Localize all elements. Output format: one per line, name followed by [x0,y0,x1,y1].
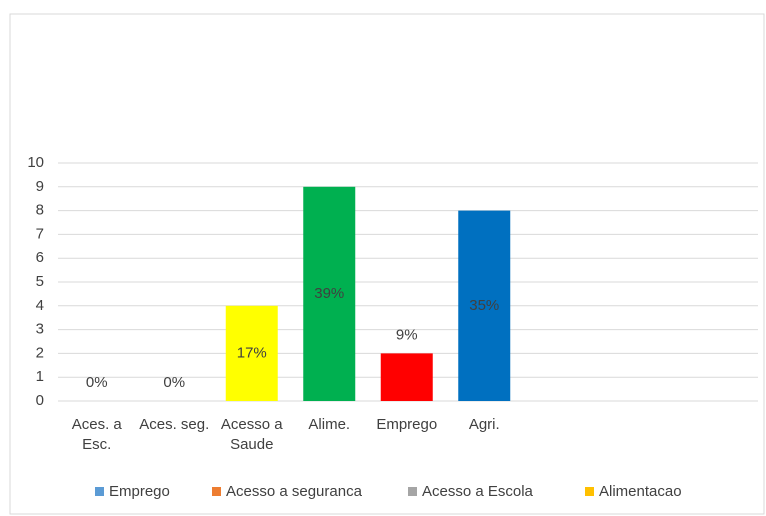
data-label: 17% [237,344,267,361]
y-tick-label: 9 [36,178,44,195]
y-tick-label: 2 [36,344,44,361]
y-tick-label: 0 [36,392,44,409]
data-label: 0% [86,374,108,391]
y-tick-label: 7 [36,225,44,242]
bar [380,353,433,401]
x-tick-label: Agri. [468,416,500,433]
data-label: 35% [469,297,499,314]
data-label: 39% [314,285,344,302]
y-tick-label: 3 [36,321,44,338]
data-label: 0% [163,374,185,391]
x-tick-label: Aces. seg. [139,416,210,433]
data-label: 9% [396,326,418,343]
x-tick-label: Aces. a Esc. [71,416,122,453]
bar [225,305,278,401]
y-tick-label: 6 [36,249,44,266]
legend-label: Emprego [109,483,170,500]
legend-swatch [408,487,417,496]
y-tick-label: 5 [36,273,44,290]
y-tick-label: 4 [36,297,44,314]
bar [303,186,356,401]
y-tick-label: 1 [36,368,44,385]
x-tick-label: Emprego [376,416,438,433]
legend-swatch [585,487,594,496]
x-tick-label: Acesso a Saude [220,416,283,453]
x-tick-label: Alime. [308,416,351,433]
legend-swatch [212,487,221,496]
y-tick-label: 10 [27,154,44,171]
legend-swatch [95,487,104,496]
y-tick-label: 8 [36,202,44,219]
legend-label: Acesso a Escola [422,483,534,500]
bar [458,210,511,401]
legend-label: Alimentacao [599,483,682,500]
chart-frame [9,13,765,515]
legend-label: Acesso a seguranca [226,483,363,500]
